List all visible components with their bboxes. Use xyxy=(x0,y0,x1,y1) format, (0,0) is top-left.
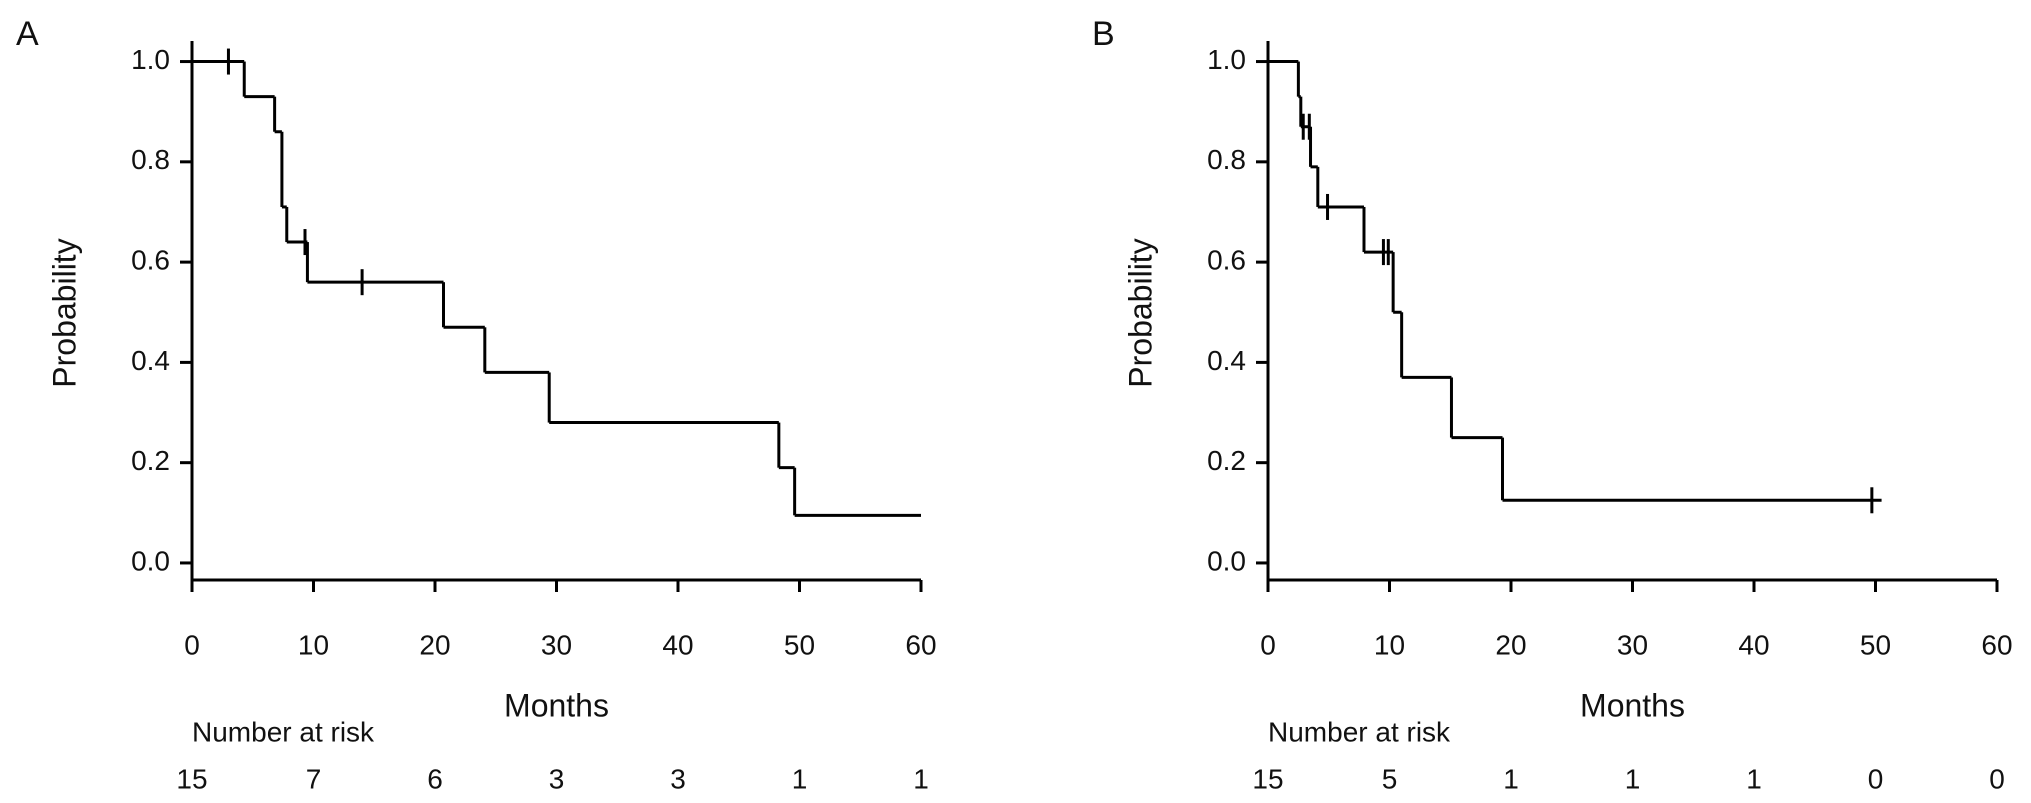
risk-count: 3 xyxy=(549,763,565,794)
panel: B 0.0 0.2 0.4 0.6 0.8 1.0 0 15 10 5 20 1 30 1 40 1 50 0 60 0… xyxy=(1092,15,2013,794)
risk-count: 1 xyxy=(792,763,808,794)
x-tick-label: 10 xyxy=(1374,629,1405,660)
panel-label: B xyxy=(1092,15,1115,53)
y-tick-label: 1.0 xyxy=(131,44,170,75)
y-tick-label: 0.2 xyxy=(131,445,170,476)
risk-count: 1 xyxy=(913,763,929,794)
risk-title: Number at risk xyxy=(192,716,375,747)
risk-title: Number at risk xyxy=(1268,716,1451,747)
risk-count: 15 xyxy=(176,763,207,794)
y-tick-label: 0.4 xyxy=(131,345,170,376)
panel-label: A xyxy=(16,15,39,53)
risk-count: 5 xyxy=(1382,763,1398,794)
x-tick-label: 10 xyxy=(298,629,329,660)
x-tick-label: 30 xyxy=(541,629,572,660)
risk-count: 0 xyxy=(1868,763,1884,794)
risk-count: 1 xyxy=(1625,763,1641,794)
risk-count: 6 xyxy=(427,763,443,794)
y-axis-label: Probability xyxy=(46,238,82,387)
y-tick-label: 0.0 xyxy=(1207,545,1246,576)
risk-count: 3 xyxy=(670,763,686,794)
x-tick-label: 20 xyxy=(1495,629,1526,660)
x-tick-label: 40 xyxy=(662,629,693,660)
x-tick-label: 50 xyxy=(784,629,815,660)
risk-count: 1 xyxy=(1746,763,1762,794)
x-axis-label: Months xyxy=(1580,687,1685,723)
x-tick-label: 20 xyxy=(419,629,450,660)
x-tick-label: 60 xyxy=(1981,629,2012,660)
y-axis-label: Probability xyxy=(1122,238,1158,387)
risk-count: 0 xyxy=(1989,763,2005,794)
y-tick-label: 0.6 xyxy=(131,245,170,276)
x-tick-label: 60 xyxy=(905,629,936,660)
panel: A 0.0 0.2 0.4 0.6 0.8 1.0 0 15 10 7 20 6 30 3 40 3 50 1 60 1… xyxy=(16,15,937,794)
risk-count: 15 xyxy=(1252,763,1283,794)
y-tick-label: 0.6 xyxy=(1207,245,1246,276)
y-tick-label: 0.8 xyxy=(1207,144,1246,175)
x-tick-label: 0 xyxy=(184,629,200,660)
risk-count: 7 xyxy=(306,763,322,794)
y-tick-label: 0.0 xyxy=(131,545,170,576)
x-tick-label: 40 xyxy=(1738,629,1769,660)
y-tick-label: 1.0 xyxy=(1207,44,1246,75)
x-tick-label: 30 xyxy=(1617,629,1648,660)
risk-count: 1 xyxy=(1503,763,1519,794)
x-tick-label: 50 xyxy=(1860,629,1891,660)
y-tick-label: 0.8 xyxy=(131,144,170,175)
y-tick-label: 0.4 xyxy=(1207,345,1246,376)
x-axis-label: Months xyxy=(504,687,609,723)
x-tick-label: 0 xyxy=(1260,629,1276,660)
y-tick-label: 0.2 xyxy=(1207,445,1246,476)
